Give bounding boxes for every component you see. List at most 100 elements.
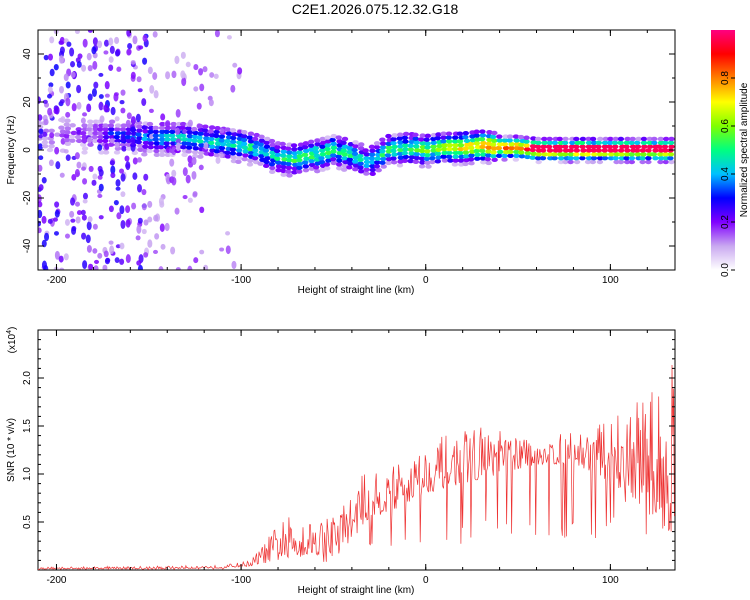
spectrogram-cell (352, 163, 360, 168)
spectrogram-cell (418, 148, 426, 154)
spectrogram-cell (114, 131, 122, 136)
spectrogram-cell (109, 45, 115, 54)
spectrogram-cell (561, 152, 569, 157)
spectrogram-cell (110, 106, 116, 116)
spectrogram-cell (49, 68, 55, 77)
spectrogram-cell (340, 148, 347, 153)
spectrogram-cell (518, 142, 525, 147)
spectrogram-cell (562, 144, 569, 149)
spectrogram-cell (81, 123, 88, 128)
spectrogram-cell (132, 35, 138, 45)
spectrogram-cell (667, 152, 675, 157)
spectrogram-cell (457, 146, 464, 152)
spectrogram-cell (199, 206, 205, 214)
spectrogram-cell (319, 144, 326, 149)
spectrogram-cell (341, 155, 348, 161)
spectrogram-cell (618, 155, 626, 161)
spectrogram-cell (429, 155, 436, 161)
spectrogram-cell (179, 121, 187, 127)
spectrogram-cell (569, 140, 576, 145)
y-tick-label: 1.0 (22, 467, 33, 481)
spectrogram-cell (182, 167, 188, 177)
x-tick-label: 100 (602, 275, 619, 286)
spectrogram-cell (213, 149, 221, 154)
spectrogram-cell (652, 155, 659, 161)
spectrogram-cell (58, 255, 64, 263)
spectrogram-cell (147, 216, 153, 223)
spectrogram-cell (513, 149, 520, 155)
spectrogram-cell (336, 158, 343, 163)
spectrogram-cell (629, 144, 637, 149)
spectrogram-cell (573, 148, 581, 153)
spectrogram-cell (120, 123, 128, 128)
spectrogram-cell (489, 142, 497, 147)
spectrogram-cell (64, 130, 71, 135)
spectrogram-cell (174, 207, 180, 215)
spectrogram-cell (473, 148, 481, 154)
spectrogram-cell (224, 138, 231, 144)
spectrogram-cell (314, 142, 321, 147)
spectrogram-cell (436, 143, 443, 149)
spectrogram-cell (402, 143, 409, 148)
spectrogram-cell (390, 148, 397, 153)
spectrogram-cell (187, 265, 193, 270)
spectrogram-cell (397, 140, 404, 145)
spectrogram-cell (396, 163, 404, 168)
spectrogram-cell (335, 162, 343, 167)
spectrogram-cell (141, 188, 147, 196)
spectrogram-cell (291, 147, 298, 152)
spectrogram-cell (579, 136, 587, 142)
spectrogram-cell (329, 137, 336, 143)
spectrogram-cell (38, 184, 44, 191)
spectrogram-cell (97, 134, 104, 140)
spectrogram-cell (148, 108, 154, 113)
spectrogram-cell (369, 171, 376, 176)
spectrogram-cell (109, 245, 115, 255)
spectrogram-cell (639, 155, 646, 161)
spectrogram-cell (280, 161, 287, 166)
spectrogram-cell (153, 249, 159, 254)
spectrogram-cell (567, 152, 575, 157)
spectrogram-cell (171, 146, 177, 156)
spectrogram-cell (98, 215, 104, 220)
spectrogram-cell (274, 156, 281, 161)
spectrogram-cell (258, 138, 266, 143)
spectrogram-cell (668, 159, 675, 165)
spectrogram-cell (613, 159, 620, 165)
spectrogram-cell (181, 77, 187, 87)
spectrogram-cell (218, 151, 224, 159)
spectrogram-cell (120, 142, 127, 147)
spectrogram-cell (182, 129, 188, 134)
spectrogram-cell (435, 147, 442, 152)
spectrogram-cell (38, 114, 43, 121)
spectrogram-cell (240, 137, 248, 143)
spectrogram-cell (457, 143, 465, 148)
spectrogram-cell (291, 170, 298, 175)
spectrogram-cell (125, 161, 131, 171)
spectrogram-cell (486, 137, 493, 143)
spectrogram-cell (46, 147, 54, 153)
spectrogram-cell (76, 129, 82, 135)
spectrogram-cell (174, 55, 180, 65)
spectrogram-cell (175, 138, 181, 144)
spectrogram-cell (169, 129, 176, 134)
spectrogram-cell (590, 144, 597, 149)
spectrogram-cell (397, 147, 404, 153)
spectrogram-cell (335, 154, 342, 159)
spectrogram-cell (120, 107, 126, 114)
spectrogram-cell (523, 135, 530, 140)
spectrogram-cell (296, 161, 303, 167)
spectrogram-cell (524, 150, 532, 156)
spectrogram-cell (236, 151, 243, 157)
snr-y-label: SNR (10 * v/v) (6, 418, 17, 482)
spectrogram-cell (541, 152, 548, 157)
spectrogram-cell (357, 146, 365, 151)
spectrogram-cell (75, 138, 83, 144)
spectrogram-cell (324, 135, 331, 140)
spectrogram-cell (597, 136, 604, 142)
spectrogram-cell (302, 167, 310, 173)
spectrogram-cell (346, 157, 354, 162)
spectrogram-cell (489, 134, 497, 139)
spectrogram-cell (65, 111, 71, 118)
spectrogram-cell (153, 148, 160, 154)
